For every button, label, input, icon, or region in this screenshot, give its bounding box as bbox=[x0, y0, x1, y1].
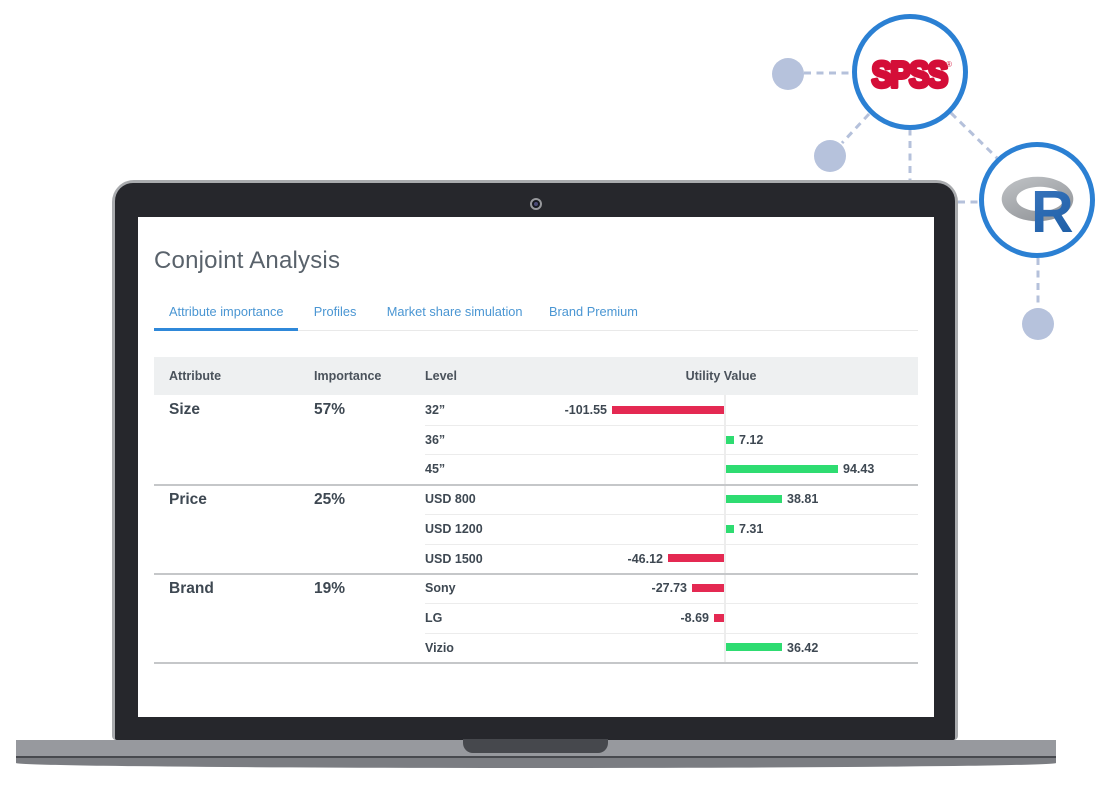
svg-text:®: ® bbox=[946, 60, 952, 69]
svg-text:R: R bbox=[1031, 179, 1074, 245]
svg-text:SPSS: SPSS bbox=[872, 56, 947, 96]
